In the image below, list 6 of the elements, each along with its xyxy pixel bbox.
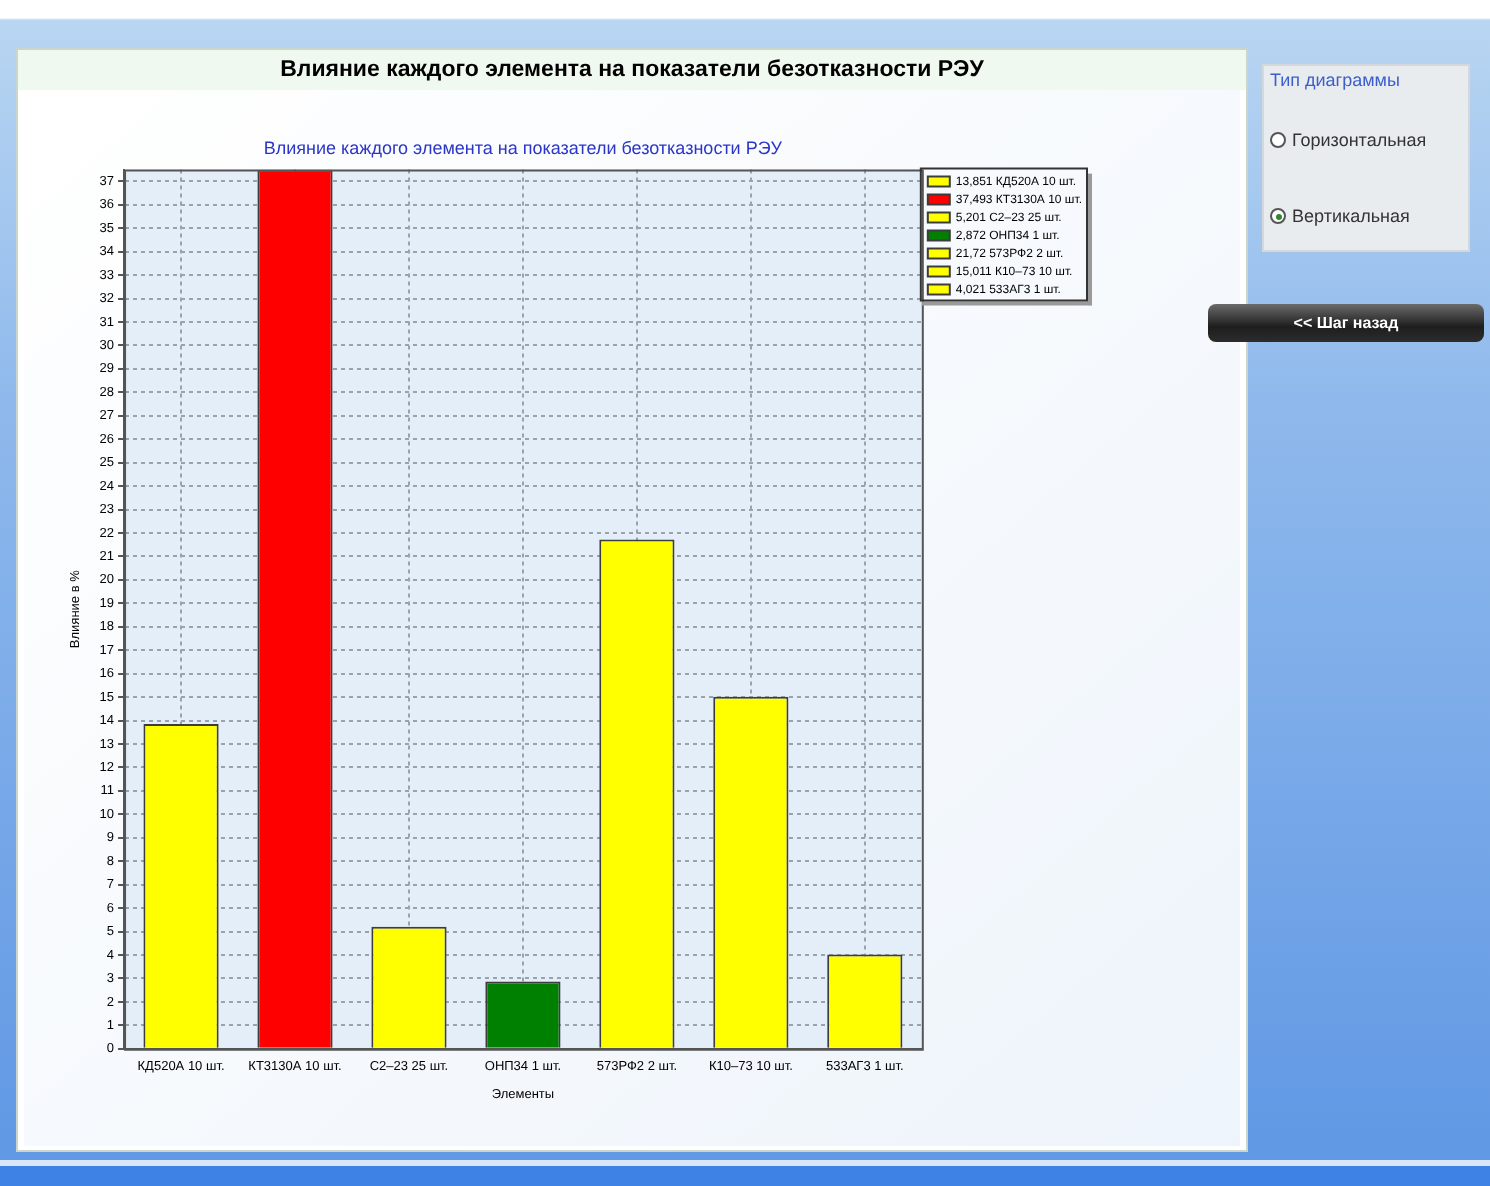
text: Тип диаграммы bbox=[1270, 70, 1400, 90]
text: Вертикальная bbox=[1292, 206, 1410, 226]
chart-subtitle: Влияние каждого элемента на показатели безотказности РЭУ bbox=[263, 137, 783, 158]
text: Горизонтальная bbox=[1292, 130, 1427, 150]
chart-title: Влияние каждого элемента на показатели безотказности РЭУ bbox=[18, 50, 1246, 90]
button: << Шаг назад bbox=[1208, 304, 1484, 342]
